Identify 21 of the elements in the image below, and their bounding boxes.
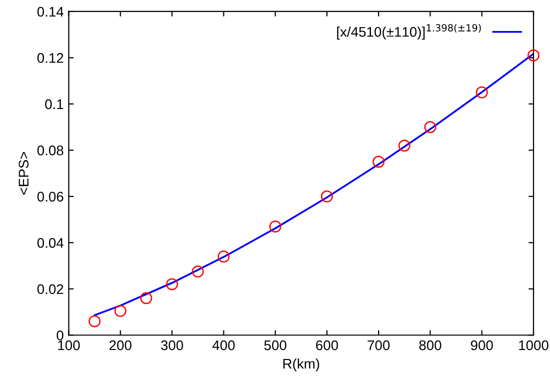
x-tick-label: 900 bbox=[470, 340, 493, 350]
y-tick-label: 0.12 bbox=[37, 53, 64, 63]
x-axis-title: R(km) bbox=[283, 358, 320, 372]
y-tick-label: 0.02 bbox=[37, 284, 64, 294]
x-tick-label: 400 bbox=[212, 340, 235, 350]
y-tick-label: 0.04 bbox=[37, 238, 64, 248]
legend-label: [x/4510(±110)]$^{1.398(±19)}$ bbox=[337, 24, 481, 40]
y-axis-title: <EPS> bbox=[18, 152, 29, 195]
x-tick-label: 500 bbox=[264, 340, 286, 350]
y-tick-label: 0.06 bbox=[37, 192, 64, 202]
x-tick-label: 700 bbox=[368, 340, 390, 350]
y-tick-label: 0.08 bbox=[37, 146, 64, 156]
y-tick-label: 0 bbox=[56, 330, 64, 340]
x-tick-label: 300 bbox=[160, 340, 184, 350]
x-tick-label: 100 bbox=[58, 340, 80, 350]
x-tick-label: 1000 bbox=[519, 340, 548, 350]
y-tick-label: 0.1 bbox=[45, 99, 64, 110]
y-tick-label: 0.14 bbox=[37, 6, 64, 17]
x-tick-label: 800 bbox=[419, 340, 442, 350]
x-tick-label: 600 bbox=[316, 340, 338, 350]
x-tick-label: 200 bbox=[110, 340, 132, 350]
